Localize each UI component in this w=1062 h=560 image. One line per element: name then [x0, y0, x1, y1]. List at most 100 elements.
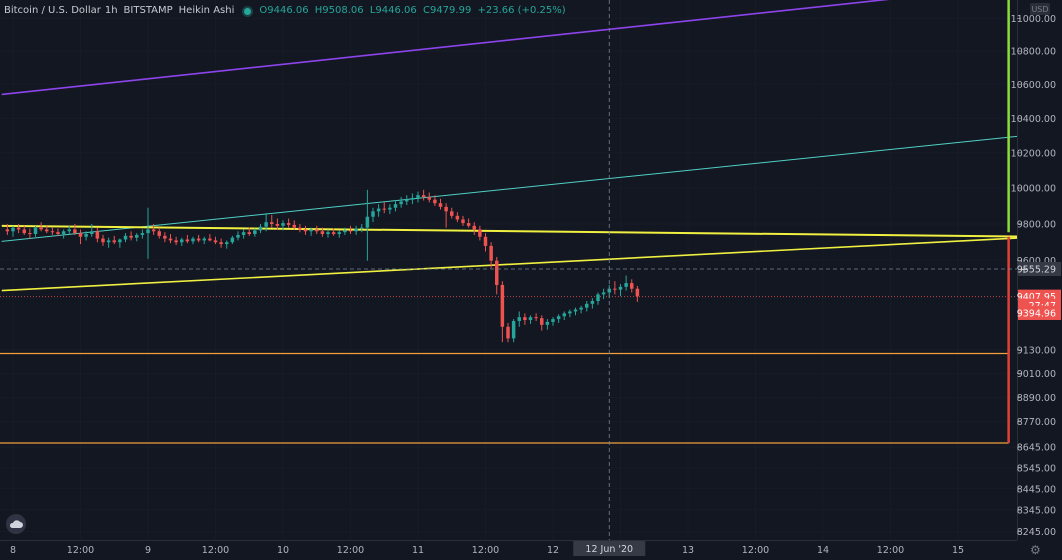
legend-exchange: BITSTAMP [123, 5, 173, 16]
price-tick-label: 8645.00 [1017, 443, 1056, 454]
time-axis[interactable]: 8 12:00 9 12:00 10 12:00 11 12:00 12 12:00 13 12:00… [0, 540, 1062, 560]
candle [511, 319, 516, 343]
time-tick-label: 12:00 [202, 545, 229, 556]
price-tick-label: 9130.00 [1017, 346, 1056, 357]
time-axis-background [0, 540, 1062, 560]
time-tick-label: 12:00 [472, 545, 499, 556]
trendline-yellow-upper[interactable] [1, 224, 1043, 238]
candle [427, 192, 431, 203]
candle [118, 238, 122, 248]
currency-label: USD [1031, 5, 1048, 14]
candle [579, 305, 583, 314]
candle [180, 237, 184, 246]
candle-body [410, 197, 415, 200]
candle-body [258, 226, 263, 231]
candle-body [354, 228, 358, 232]
candle [146, 207, 150, 259]
candle-body [337, 232, 341, 235]
candle-body [230, 237, 235, 243]
candle [286, 218, 291, 228]
candle [163, 232, 167, 243]
legend-change: +23.66 (+0.25%) [477, 5, 566, 16]
candle [135, 233, 139, 242]
candle [208, 234, 212, 242]
candle [371, 207, 375, 223]
candle-body [438, 203, 443, 207]
tradingview-logo-icon[interactable] [6, 514, 26, 534]
add-alert-plus-icon[interactable]: + [1019, 263, 1028, 276]
price-label-last: 9407.95 [1017, 292, 1056, 303]
candle-body [478, 229, 482, 237]
candle-body [208, 238, 212, 241]
candle [28, 228, 32, 239]
candle-body [517, 317, 521, 322]
candle [112, 235, 116, 245]
candle-body [309, 229, 313, 232]
candle-body [534, 317, 538, 319]
drawings[interactable] [0, 0, 1043, 444]
candle-body [292, 224, 296, 228]
candle-body [90, 231, 94, 235]
candles [5, 189, 640, 343]
candle [489, 242, 493, 269]
candle [129, 231, 133, 241]
grid [0, 0, 1017, 540]
time-crosshair-box [573, 541, 646, 556]
candle [185, 234, 190, 244]
candle [191, 236, 195, 245]
settings-gear-icon[interactable]: ⚙ [1030, 543, 1041, 557]
candle-body [331, 232, 336, 235]
candle [500, 281, 505, 343]
candle [101, 234, 105, 246]
candle [438, 198, 443, 210]
candle-body [50, 231, 55, 233]
candle [528, 315, 533, 324]
candle-body [84, 234, 88, 237]
candle [106, 237, 111, 248]
price-tick-label: 8545.00 [1017, 463, 1056, 474]
currency-badge[interactable] [1030, 3, 1050, 15]
trendline-teal[interactable] [1, 133, 1043, 242]
candle-body [382, 208, 386, 210]
price-label-crosshair: 9555.29 [1017, 264, 1056, 275]
time-tick-label: 11 [412, 545, 424, 556]
candle-body [219, 242, 223, 245]
candle [466, 218, 471, 228]
candle-body [56, 232, 60, 235]
crosshair [0, 0, 1017, 540]
candle [523, 313, 527, 325]
candle-body [343, 230, 347, 233]
candle [568, 309, 572, 318]
candle-body [483, 236, 488, 246]
candle [618, 284, 623, 297]
price-tick-label: 9800.00 [1017, 220, 1056, 231]
candle-body [247, 232, 251, 235]
candle [517, 311, 521, 327]
candle-body [146, 229, 150, 234]
time-tick-label: 12:00 [67, 545, 94, 556]
price-tick-label: 10000.00 [1011, 184, 1056, 195]
candle-body [11, 227, 15, 232]
candle [506, 322, 510, 343]
candle [596, 292, 600, 305]
candle-body [191, 238, 195, 242]
candle-body [16, 227, 21, 230]
candle-body [455, 215, 460, 220]
trendline-yellow-lower[interactable] [1, 235, 1043, 292]
candle-body [95, 231, 100, 239]
candle-body [421, 195, 426, 197]
candle-body [140, 233, 145, 235]
candle-body [45, 229, 49, 232]
candle-body [112, 240, 116, 243]
candle-body [236, 234, 240, 238]
candle [337, 230, 341, 238]
candle-body [298, 227, 302, 230]
trendline-purple[interactable] [1, 0, 1009, 96]
candle [326, 229, 330, 238]
candle [50, 227, 55, 235]
time-tick-label: 9 [145, 545, 151, 556]
price-tick-label: 8345.00 [1017, 505, 1056, 516]
time-tick-label: 8 [10, 545, 16, 556]
